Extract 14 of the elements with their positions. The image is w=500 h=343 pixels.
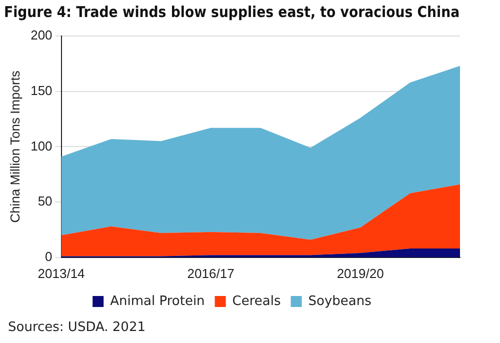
chart-title: Figure 4: Trade winds blow supplies east, to voracious China — [4, 4, 460, 22]
legend-label: Soybeans — [308, 294, 372, 309]
source-note: Sources: USDA. 2021 — [8, 320, 146, 335]
y-axis-title: China Million Tons Imports — [7, 70, 22, 223]
legend-label: Animal Protein — [110, 294, 205, 309]
y-tick-label: 50 — [38, 194, 52, 209]
y-tick-label: 0 — [45, 248, 52, 264]
y-tick-label: 150 — [30, 82, 52, 98]
x-tick-label: 2019/20 — [336, 266, 384, 281]
legend-label: Cereals — [232, 294, 281, 309]
y-tick-label: 200 — [30, 28, 52, 43]
x-tick-label: 2016/17 — [187, 266, 234, 281]
x-tick-label: 2013/14 — [38, 266, 85, 281]
y-tick-label: 100 — [30, 138, 52, 154]
